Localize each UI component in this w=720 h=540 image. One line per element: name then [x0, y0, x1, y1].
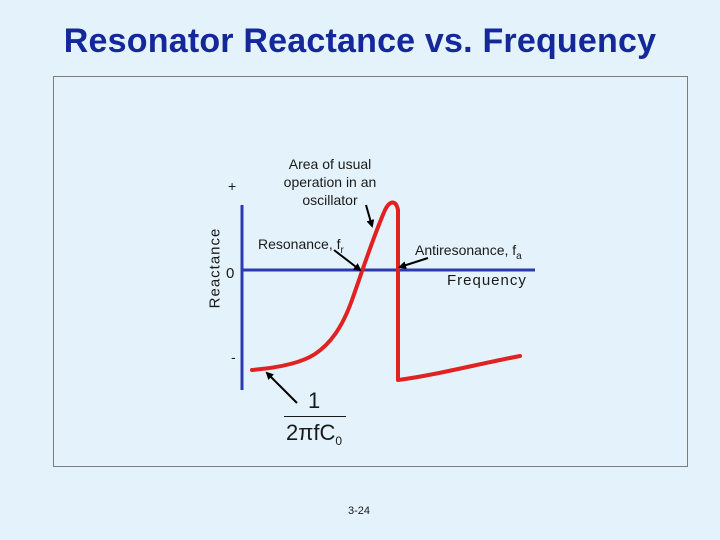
antiresonance-label: Antiresonance, fa: [415, 242, 522, 262]
resonance-arrow: [333, 249, 362, 272]
resonance-label: Resonance, fr: [258, 236, 344, 256]
formula-denominator: 2πfC0: [286, 420, 343, 448]
formula-numerator: 1: [308, 388, 321, 413]
operation-area-arrow: [365, 204, 375, 228]
operation-area-note: Area of usual operation in an oscillator: [283, 156, 377, 208]
antiresonance-subscript: a: [516, 251, 522, 262]
slide-title: Resonator Reactance vs. Frequency: [63, 22, 657, 60]
formula-denominator-subscript: 0: [335, 434, 343, 448]
antiresonance-arrow: [398, 257, 429, 269]
zero-label: 0: [226, 265, 235, 282]
diagram-frame: [53, 76, 688, 467]
plus-label: +: [228, 178, 237, 194]
y-axis-label: Reactance: [206, 227, 224, 309]
page-number: 3-24: [348, 505, 371, 517]
formula-denominator-text: 2πfC: [286, 420, 336, 445]
minus-label: -: [231, 349, 236, 365]
formula-fraction-bar: [284, 416, 346, 417]
formula-arrow: [265, 371, 298, 404]
resonance-text: Resonance, f: [258, 236, 341, 252]
resonance-subscript: r: [340, 245, 344, 256]
antiresonance-text: Antiresonance, f: [415, 242, 517, 258]
x-axis-label: Frequency: [447, 272, 527, 289]
reactance-curve: [250, 200, 522, 382]
